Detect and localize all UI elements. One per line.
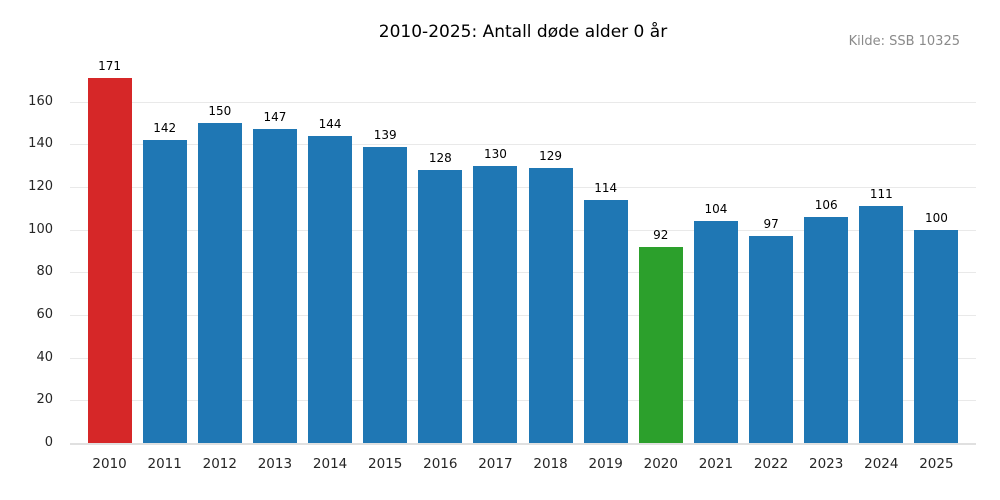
value-label-2025: 100 — [924, 210, 948, 225]
plot-area: 0 20 40 60 80 100 120 140 160 171 2010 142 2011 150 20… — [28, 59, 976, 472]
value-label-2012: 150 — [208, 104, 232, 118]
y-tick-label-20: 20 — [36, 392, 53, 408]
bar-2016 — [418, 169, 463, 443]
gridline-80 — [70, 272, 976, 274]
y-tick-label-140: 140 — [28, 136, 53, 152]
gridline-120 — [70, 187, 976, 188]
x-tick-label-2025: 2025 — [919, 456, 954, 472]
bar-2023 — [804, 216, 849, 443]
value-label-2013: 147 — [263, 110, 287, 125]
y-tick-label-80: 80 — [36, 264, 53, 280]
bar-2021 — [693, 221, 738, 443]
x-tick-label-2010: 2010 — [92, 456, 127, 472]
x-tick-label-2023: 2023 — [809, 456, 844, 472]
gridline-140 — [70, 144, 976, 146]
bar-2014 — [308, 135, 353, 443]
bar-2011 — [142, 140, 187, 443]
x-tick-label-2020: 2020 — [643, 456, 678, 472]
value-label-2024: 111 — [869, 187, 893, 202]
value-label-2010: 171 — [98, 59, 122, 74]
x-tick-label-2011: 2011 — [147, 456, 182, 472]
x-tick-label-2017: 2017 — [478, 456, 513, 472]
x-tick-label-2018: 2018 — [533, 456, 568, 472]
bar-2017 — [473, 165, 518, 443]
bar-2018 — [528, 167, 573, 443]
value-label-2017: 130 — [483, 146, 507, 161]
x-tick-label-2014: 2014 — [312, 456, 348, 472]
value-label-2018: 129 — [539, 148, 563, 163]
bar-2025 — [914, 229, 959, 443]
bar-2022 — [749, 236, 794, 443]
bar-2024 — [859, 206, 904, 443]
bar-2012 — [197, 123, 242, 443]
value-label-2015: 139 — [373, 127, 397, 142]
gridline-60 — [70, 315, 976, 316]
gridline-160 — [70, 101, 976, 103]
value-label-2011: 142 — [153, 121, 177, 136]
bar-2013 — [252, 129, 297, 443]
gridline-40 — [70, 357, 976, 359]
y-tick-label-120: 120 — [28, 179, 53, 194]
gridline-20 — [70, 400, 976, 402]
x-tick-label-2022: 2022 — [753, 456, 789, 472]
value-label-2022: 97 — [763, 217, 779, 232]
value-label-2014: 144 — [318, 116, 342, 131]
x-tick-label-2012: 2012 — [202, 456, 237, 472]
x-tick-label-2024: 2024 — [864, 456, 899, 472]
value-label-2016: 128 — [428, 150, 452, 165]
x-tick-label-2013: 2013 — [257, 456, 293, 472]
y-tick-label-40: 40 — [36, 349, 53, 365]
gridline-100 — [70, 229, 976, 231]
y-tick-label-60: 60 — [36, 307, 53, 322]
bar-2015 — [363, 146, 408, 443]
y-tick-label-160: 160 — [28, 93, 53, 109]
y-tick-label-100: 100 — [28, 221, 53, 237]
x-tick-label-2015: 2015 — [368, 456, 403, 472]
y-tick-label-0: 0 — [44, 435, 53, 450]
value-label-2021: 104 — [704, 202, 728, 217]
x-tick-label-2021: 2021 — [698, 456, 734, 472]
x-tick-label-2016: 2016 — [423, 456, 458, 472]
bar-2020 — [638, 246, 683, 443]
source-note: Kilde: SSB 10325 — [848, 34, 960, 49]
bar-2019 — [583, 199, 628, 443]
value-label-2023: 106 — [814, 197, 838, 212]
value-label-2019: 114 — [594, 180, 618, 195]
chart-title: 2010-2025: Antall døde alder 0 år — [378, 22, 668, 42]
bar-2010 — [87, 78, 132, 443]
x-tick-label-2019: 2019 — [588, 456, 623, 472]
value-label-2020: 92 — [653, 227, 669, 242]
